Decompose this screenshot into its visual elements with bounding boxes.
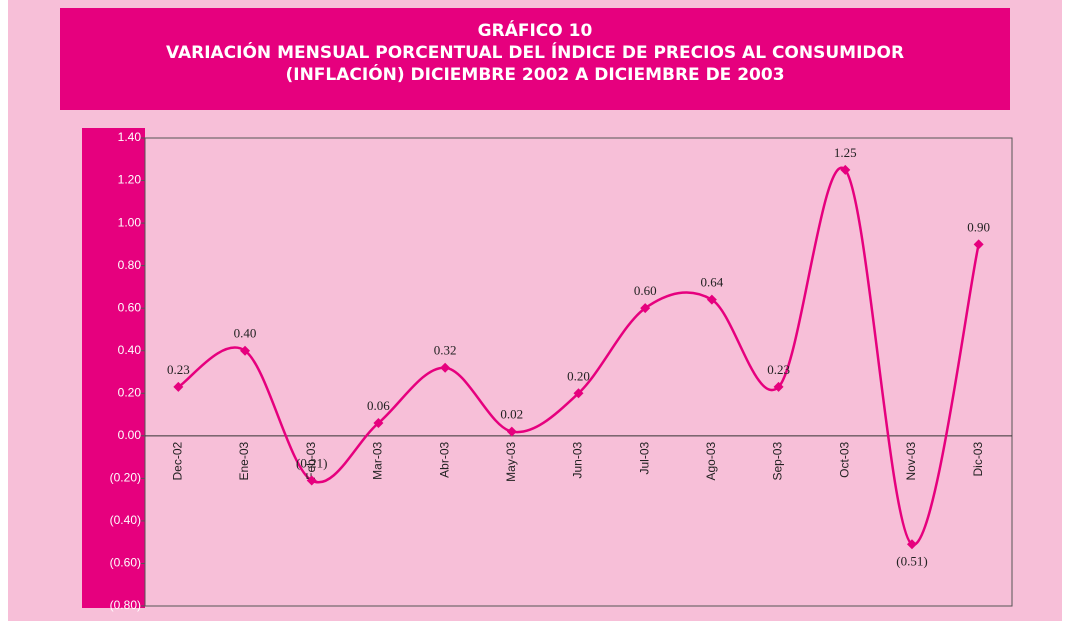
marker xyxy=(706,294,717,305)
value-label: 0.60 xyxy=(634,283,657,298)
y-tick-label: 0.00 xyxy=(118,428,142,442)
marker xyxy=(973,239,984,250)
x-tick-label: Ago-03 xyxy=(704,441,718,480)
marker xyxy=(440,362,451,373)
value-label: 1.25 xyxy=(834,145,857,160)
value-label: 0.23 xyxy=(167,362,190,377)
x-tick-label: Dec-02 xyxy=(171,441,185,480)
x-tick-label: Feb-03 xyxy=(304,442,318,480)
y-tick-label: 1.40 xyxy=(118,130,142,144)
y-tick-label: (0.60) xyxy=(110,556,141,570)
x-tick-label: Ene-03 xyxy=(237,441,251,480)
y-tick-label: 1.20 xyxy=(118,173,142,187)
value-label: 0.06 xyxy=(367,398,390,413)
y-tick-label: 0.80 xyxy=(118,258,142,272)
marker xyxy=(506,426,517,437)
value-label: (0.51) xyxy=(896,553,927,568)
plot-area xyxy=(144,137,1013,607)
value-label: 0.40 xyxy=(234,326,257,341)
value-label: 0.02 xyxy=(500,407,523,422)
x-tick-label: Jul-03 xyxy=(637,441,651,474)
marker xyxy=(773,381,784,392)
value-label: 0.90 xyxy=(967,219,990,234)
y-axis-band xyxy=(82,128,145,608)
value-label: 0.32 xyxy=(434,343,457,358)
x-tick-label: Oct-03 xyxy=(837,441,851,477)
x-tick-label: Nov-03 xyxy=(904,441,918,480)
marker xyxy=(240,345,251,356)
marker xyxy=(840,164,851,175)
y-tick-label: (0.40) xyxy=(110,513,141,527)
value-label: 0.64 xyxy=(701,275,724,290)
y-tick-label: (0.80) xyxy=(110,598,141,612)
marker xyxy=(173,381,184,392)
x-tick-label: Jun-03 xyxy=(571,442,585,479)
title-box xyxy=(60,8,1010,110)
marker xyxy=(306,475,317,486)
x-tick-label: Dic-03 xyxy=(971,442,985,477)
value-label: 0.23 xyxy=(767,362,790,377)
y-tick-label: 0.60 xyxy=(118,300,142,314)
x-tick-label: Mar-03 xyxy=(371,441,385,479)
value-label: 0.20 xyxy=(567,368,590,383)
chart-title: GRÁFICO 10 xyxy=(478,19,593,41)
marker xyxy=(640,303,651,314)
y-tick-label: 0.40 xyxy=(118,343,142,357)
x-tick-label: Sep-03 xyxy=(771,441,785,480)
y-tick-label: 0.20 xyxy=(118,385,142,399)
chart-title: (INFLACIÓN) DICIEMBRE 2002 A DICIEMBRE D… xyxy=(285,63,784,85)
chart-title: VARIACIÓN MENSUAL PORCENTUAL DEL ÍNDICE … xyxy=(166,41,904,63)
marker xyxy=(906,539,917,550)
marker xyxy=(573,388,584,399)
x-tick-label: Abr-03 xyxy=(437,442,451,478)
value-label: (0.21) xyxy=(296,455,327,470)
x-tick-label: May-03 xyxy=(504,441,518,481)
y-tick-label: 1.00 xyxy=(118,215,142,229)
marker xyxy=(373,418,384,429)
y-tick-label: (0.20) xyxy=(110,471,141,485)
